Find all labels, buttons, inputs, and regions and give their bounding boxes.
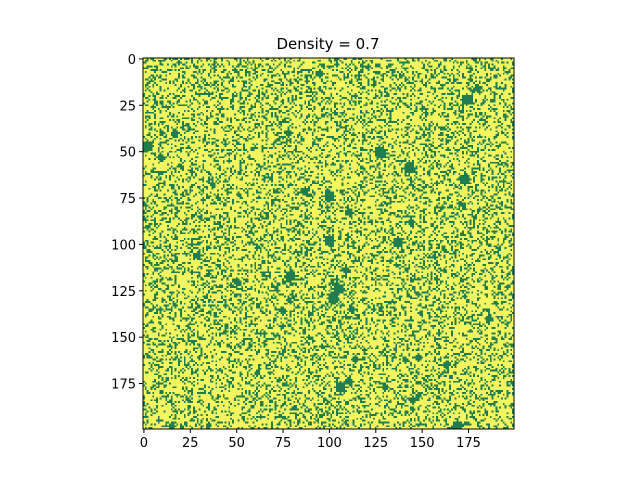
y-tick-label: 125 [111, 285, 136, 300]
y-tick-label: 100 [111, 238, 136, 253]
x-tick-label: 175 [456, 436, 481, 451]
y-tick-label: 150 [111, 331, 136, 346]
x-tick-label: 75 [275, 436, 292, 451]
x-tick-label: 0 [140, 436, 148, 451]
x-tick-label: 125 [363, 436, 388, 451]
x-tick-label: 100 [317, 436, 342, 451]
y-tick-label: 0 [128, 53, 136, 68]
x-tick-label: 150 [410, 436, 435, 451]
plot-frame [142, 57, 515, 430]
y-tick-label: 75 [119, 192, 136, 207]
x-tick-label: 50 [228, 436, 245, 451]
y-axis: 0 25 50 75 100 125 150 175 [111, 53, 143, 393]
heatmap-plot-area [142, 57, 515, 430]
x-axis: 0 25 50 75 100 125 150 175 [140, 429, 481, 451]
y-tick-label: 25 [119, 99, 136, 114]
heatmap-cells [143, 58, 514, 429]
y-tick-label: 175 [111, 378, 136, 393]
x-tick-label: 25 [182, 436, 199, 451]
y-tick-label: 50 [119, 146, 136, 161]
chart-title: Density = 0.7 [277, 35, 380, 53]
